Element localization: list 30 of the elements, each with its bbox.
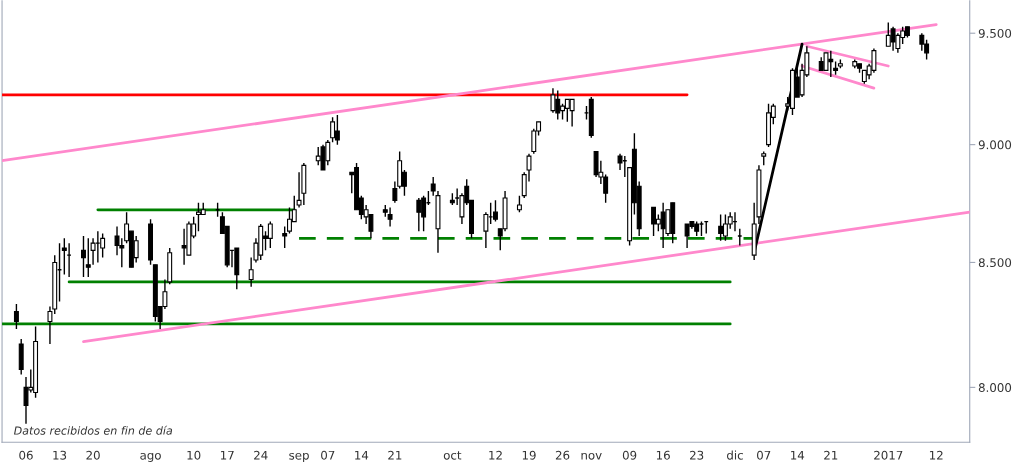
x-tick-label: 12 bbox=[489, 450, 502, 460]
x-tick-label: 09 bbox=[622, 450, 637, 460]
y-tick-label: 8.500 bbox=[978, 258, 1012, 268]
x-tick-label: 19 bbox=[522, 450, 536, 460]
x-tick-label: 21 bbox=[388, 450, 402, 460]
x-tick-label: 23 bbox=[690, 450, 704, 460]
x-tick-label: 07 bbox=[757, 450, 771, 460]
y-tick-label: 8.000 bbox=[978, 383, 1012, 393]
x-tick-label: 10 bbox=[187, 450, 201, 460]
x-tick-label: sep bbox=[289, 452, 309, 462]
y-tick-label: 9.500 bbox=[978, 28, 1012, 38]
x-tick-label: 21 bbox=[824, 450, 838, 460]
x-tick-label: nov bbox=[581, 452, 602, 460]
x-tick-label: 14 bbox=[791, 450, 805, 460]
x-tick-label: 13 bbox=[53, 450, 67, 460]
x-tick-label: 17 bbox=[220, 450, 234, 460]
y-tick-label: 9.000 bbox=[978, 140, 1012, 150]
x-tick-label: 06 bbox=[19, 450, 33, 460]
x-tick-label: 14 bbox=[355, 450, 369, 460]
x-tick-label: 20 bbox=[86, 450, 100, 460]
x-tick-label: 26 bbox=[555, 450, 570, 460]
x-tick-label: 12 bbox=[929, 450, 943, 460]
x-tick-label: dic bbox=[727, 450, 743, 460]
x-tick-label: 16 bbox=[656, 450, 670, 460]
x-tick-label: oct bbox=[443, 451, 462, 460]
annotation: Datos recibidos en fin de día bbox=[13, 425, 173, 435]
x-tick-label: 24 bbox=[254, 450, 268, 460]
x-tick-label: ago bbox=[140, 452, 161, 462]
x-tick-label: 2017 bbox=[874, 450, 903, 460]
x-tick-label: 07 bbox=[321, 450, 335, 460]
